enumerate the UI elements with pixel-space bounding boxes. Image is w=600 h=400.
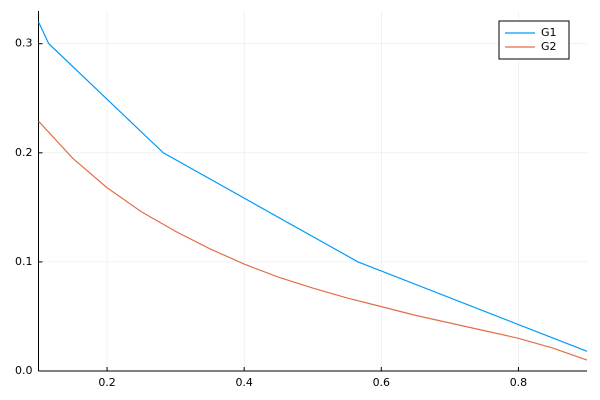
x-tick-label: 0.6	[373, 376, 391, 389]
legend-label: G1	[541, 26, 557, 39]
y-tick-label: 0.0	[15, 364, 33, 377]
legend-label: G2	[541, 40, 557, 53]
y-tick-label: 0.3	[15, 37, 33, 50]
x-tick-label: 0.8	[510, 376, 528, 389]
y-tick-label: 0.1	[15, 255, 33, 268]
y-tick-label: 0.2	[15, 146, 33, 159]
x-tick-label: 0.4	[235, 376, 253, 389]
legend-box	[498, 20, 570, 60]
x-tick-label: 0.2	[98, 376, 116, 389]
line	[37, 21, 588, 352]
line	[38, 120, 588, 361]
